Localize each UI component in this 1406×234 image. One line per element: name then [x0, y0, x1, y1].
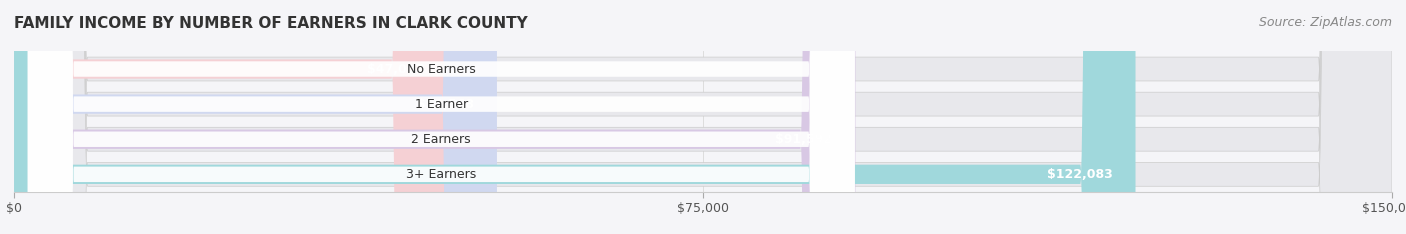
Text: $122,083: $122,083 — [1047, 168, 1112, 181]
Text: 1 Earner: 1 Earner — [415, 98, 468, 111]
FancyBboxPatch shape — [14, 0, 1136, 234]
FancyBboxPatch shape — [28, 0, 855, 234]
Text: $52,568: $52,568 — [418, 98, 474, 111]
Text: $91,592: $91,592 — [776, 133, 832, 146]
FancyBboxPatch shape — [28, 0, 855, 234]
FancyBboxPatch shape — [28, 0, 855, 234]
Text: FAMILY INCOME BY NUMBER OF EARNERS IN CLARK COUNTY: FAMILY INCOME BY NUMBER OF EARNERS IN CL… — [14, 16, 527, 31]
FancyBboxPatch shape — [14, 0, 496, 234]
Text: $47,097: $47,097 — [367, 62, 423, 76]
FancyBboxPatch shape — [14, 0, 1392, 234]
FancyBboxPatch shape — [14, 0, 447, 234]
FancyBboxPatch shape — [14, 0, 1392, 234]
Text: 2 Earners: 2 Earners — [412, 133, 471, 146]
FancyBboxPatch shape — [14, 0, 1392, 234]
FancyBboxPatch shape — [28, 0, 855, 234]
Text: 3+ Earners: 3+ Earners — [406, 168, 477, 181]
FancyBboxPatch shape — [14, 0, 855, 234]
Text: Source: ZipAtlas.com: Source: ZipAtlas.com — [1258, 16, 1392, 29]
Text: No Earners: No Earners — [406, 62, 475, 76]
FancyBboxPatch shape — [14, 0, 1392, 234]
